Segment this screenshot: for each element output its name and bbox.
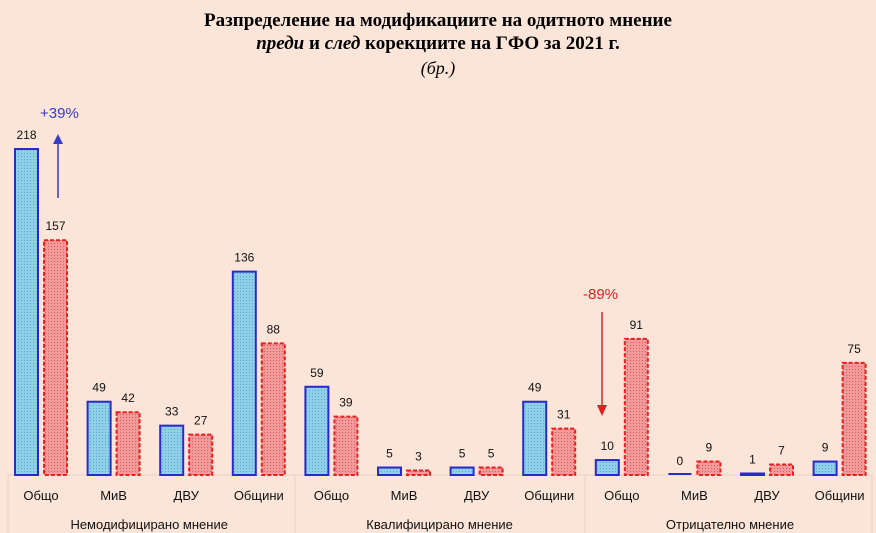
data-label: 42 bbox=[121, 391, 135, 405]
x-tick-label: ДВУ bbox=[754, 488, 780, 503]
data-label: 49 bbox=[92, 381, 106, 395]
data-label: 91 bbox=[630, 318, 644, 332]
group-label: Немодифицирано мнение bbox=[70, 517, 228, 532]
x-tick-label: ДВУ bbox=[174, 488, 200, 503]
x-tick-label: Общини bbox=[815, 488, 865, 503]
bar-преди-1 bbox=[86, 400, 112, 476]
chart-title-line1: Разпределение на модификациите на одитно… bbox=[204, 10, 672, 31]
arrow-down-icon bbox=[597, 405, 607, 416]
bar-преди-11 bbox=[812, 460, 838, 477]
annotation-increase: +39% bbox=[40, 105, 79, 122]
bar-след-7 bbox=[551, 427, 577, 477]
data-label: 9 bbox=[706, 441, 713, 455]
data-label: 33 bbox=[165, 405, 179, 419]
bar-след-1 bbox=[115, 411, 141, 476]
data-label: 157 bbox=[45, 219, 65, 233]
data-label: 88 bbox=[267, 322, 281, 336]
bar-преди-7 bbox=[522, 400, 548, 476]
x-tick-label: ДВУ bbox=[464, 488, 490, 503]
bar-преди-6 bbox=[449, 466, 475, 477]
bar-преди-0 bbox=[14, 148, 39, 476]
bar-преди-4 bbox=[304, 385, 330, 476]
data-label: 7 bbox=[778, 444, 785, 458]
x-tick-label: Общини bbox=[524, 488, 574, 503]
data-label: 59 bbox=[310, 366, 324, 380]
arrow-up-icon bbox=[53, 134, 63, 144]
title-before: преди bbox=[256, 33, 305, 54]
group-label: Квалифицирано мнение bbox=[366, 517, 513, 532]
bar-след-10 bbox=[769, 463, 794, 476]
data-label: 39 bbox=[339, 396, 353, 410]
data-label: 9 bbox=[822, 441, 829, 455]
chart-subtitle-units: (бр.) bbox=[420, 58, 456, 78]
bar-след-4 bbox=[333, 415, 359, 476]
bar-преди-3 bbox=[231, 270, 257, 476]
bar-след-0 bbox=[43, 239, 68, 476]
bar-след-6 bbox=[478, 466, 504, 477]
bar-преди-5 bbox=[377, 466, 402, 477]
data-label: 27 bbox=[194, 414, 208, 428]
data-label: 10 bbox=[601, 439, 615, 453]
x-tick-label: МиВ bbox=[100, 488, 127, 503]
data-label: 5 bbox=[386, 447, 393, 461]
x-tick-label: Общо bbox=[23, 488, 58, 503]
bar-преди-2 bbox=[159, 424, 185, 476]
bar-преди-10 bbox=[740, 472, 765, 476]
data-label: 49 bbox=[528, 381, 542, 395]
bar-след-8 bbox=[623, 337, 649, 476]
data-label: 0 bbox=[677, 454, 684, 468]
data-label: 3 bbox=[415, 450, 422, 464]
bar-след-2 bbox=[188, 433, 214, 476]
x-tick-label: МиВ bbox=[391, 488, 418, 503]
data-label: 5 bbox=[488, 447, 495, 461]
bar-след-5 bbox=[406, 469, 431, 477]
bar-след-3 bbox=[260, 342, 286, 476]
bar-след-11 bbox=[841, 361, 867, 476]
data-label: 75 bbox=[847, 342, 861, 356]
x-tick-label: Общо bbox=[604, 488, 639, 503]
group-label: Отрицателно мнение bbox=[666, 517, 794, 532]
data-label: 5 bbox=[459, 447, 466, 461]
x-tick-label: МиВ bbox=[681, 488, 708, 503]
title-rest: корекциите на ГФО за 2021 г. bbox=[360, 33, 620, 54]
data-label: 31 bbox=[557, 408, 571, 422]
bar-след-9 bbox=[696, 460, 722, 477]
data-label: 1 bbox=[749, 453, 756, 467]
bar-преди-8 bbox=[594, 459, 620, 476]
data-label: 218 bbox=[16, 128, 36, 142]
x-tick-label: Общо bbox=[314, 488, 349, 503]
annotation-decrease: -89% bbox=[583, 286, 618, 303]
chart-title-line2: преди и след корекциите на ГФО за 2021 г… bbox=[0, 33, 876, 55]
title-and: и bbox=[304, 33, 325, 54]
data-label: 136 bbox=[234, 251, 254, 265]
x-tick-label: Общини bbox=[234, 488, 284, 503]
title-after: след bbox=[324, 33, 361, 54]
